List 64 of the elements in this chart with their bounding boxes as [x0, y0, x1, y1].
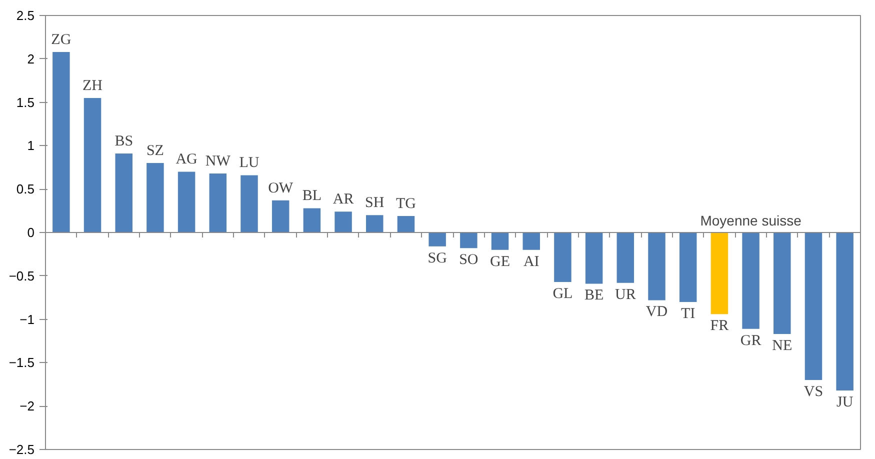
x-tick-label: OW: [268, 180, 294, 196]
bar: [115, 154, 132, 232]
x-tick-label: SZ: [146, 143, 164, 160]
x-tick-label: AR: [332, 192, 354, 208]
bar: [616, 232, 634, 283]
y-tick-label: 0.5: [16, 182, 35, 197]
x-tick-label: AI: [523, 254, 540, 270]
y-tick-label: −1: [20, 312, 35, 327]
x-tick-label: NW: [205, 153, 232, 170]
bar: [240, 175, 258, 232]
x-tick-label: UR: [614, 286, 636, 303]
bar: [491, 232, 509, 250]
bar: [146, 163, 164, 232]
x-tick-label: FR: [710, 318, 729, 334]
annotation: Moyenne suisse: [700, 212, 802, 228]
bar: [585, 232, 603, 284]
bar: [397, 216, 415, 232]
bar: [272, 200, 290, 232]
y-tick-label: 2: [27, 51, 35, 66]
bar: [209, 173, 227, 232]
bar: [774, 232, 791, 334]
x-tick-label: LU: [239, 155, 260, 172]
bar: [554, 232, 572, 282]
bar: [84, 98, 102, 232]
y-tick-label: 1: [27, 138, 35, 154]
x-tick-label: NE: [772, 338, 792, 354]
x-tick-label: BL: [302, 188, 322, 204]
bar: [648, 232, 666, 300]
bar: [679, 232, 697, 302]
bar: [428, 232, 446, 246]
x-tick-label: GR: [740, 332, 762, 349]
x-tick-label: VD: [646, 304, 668, 320]
x-tick-label: SG: [428, 250, 448, 266]
x-tick-label: SO: [459, 252, 478, 268]
y-tick-label: −1.5: [8, 355, 35, 370]
y-tick-label: −0.5: [8, 268, 35, 284]
bar: [522, 232, 540, 250]
y-tick-label: −2: [20, 398, 35, 414]
bar: [460, 232, 478, 248]
x-tick-label: VS: [804, 384, 824, 400]
x-tick-label: TI: [681, 306, 696, 322]
bar: [178, 172, 196, 232]
bar: [804, 232, 822, 380]
x-tick-label: TG: [396, 196, 416, 212]
x-tick-label: BE: [584, 288, 604, 304]
bar: [303, 208, 321, 232]
y-tick-label: −2.5: [8, 442, 35, 457]
x-tick-label: GL: [552, 286, 573, 302]
bar: [710, 232, 728, 314]
x-tick-label: SH: [365, 195, 384, 212]
y-tick-label: 0: [27, 225, 35, 240]
bar: [836, 232, 854, 390]
x-tick-label: GE: [490, 254, 510, 270]
y-tick-label: 1.5: [16, 94, 35, 110]
y-tick-label: 2.5: [16, 8, 35, 23]
bar: [334, 212, 352, 232]
x-tick-label: ZH: [82, 78, 103, 94]
bar: [52, 52, 70, 232]
x-tick-label: BS: [114, 134, 134, 150]
x-tick-label: ZG: [51, 32, 72, 48]
bar: [742, 232, 760, 329]
x-tick-label: AG: [176, 152, 198, 168]
bar: [366, 215, 384, 232]
x-tick-label: JU: [836, 394, 854, 410]
